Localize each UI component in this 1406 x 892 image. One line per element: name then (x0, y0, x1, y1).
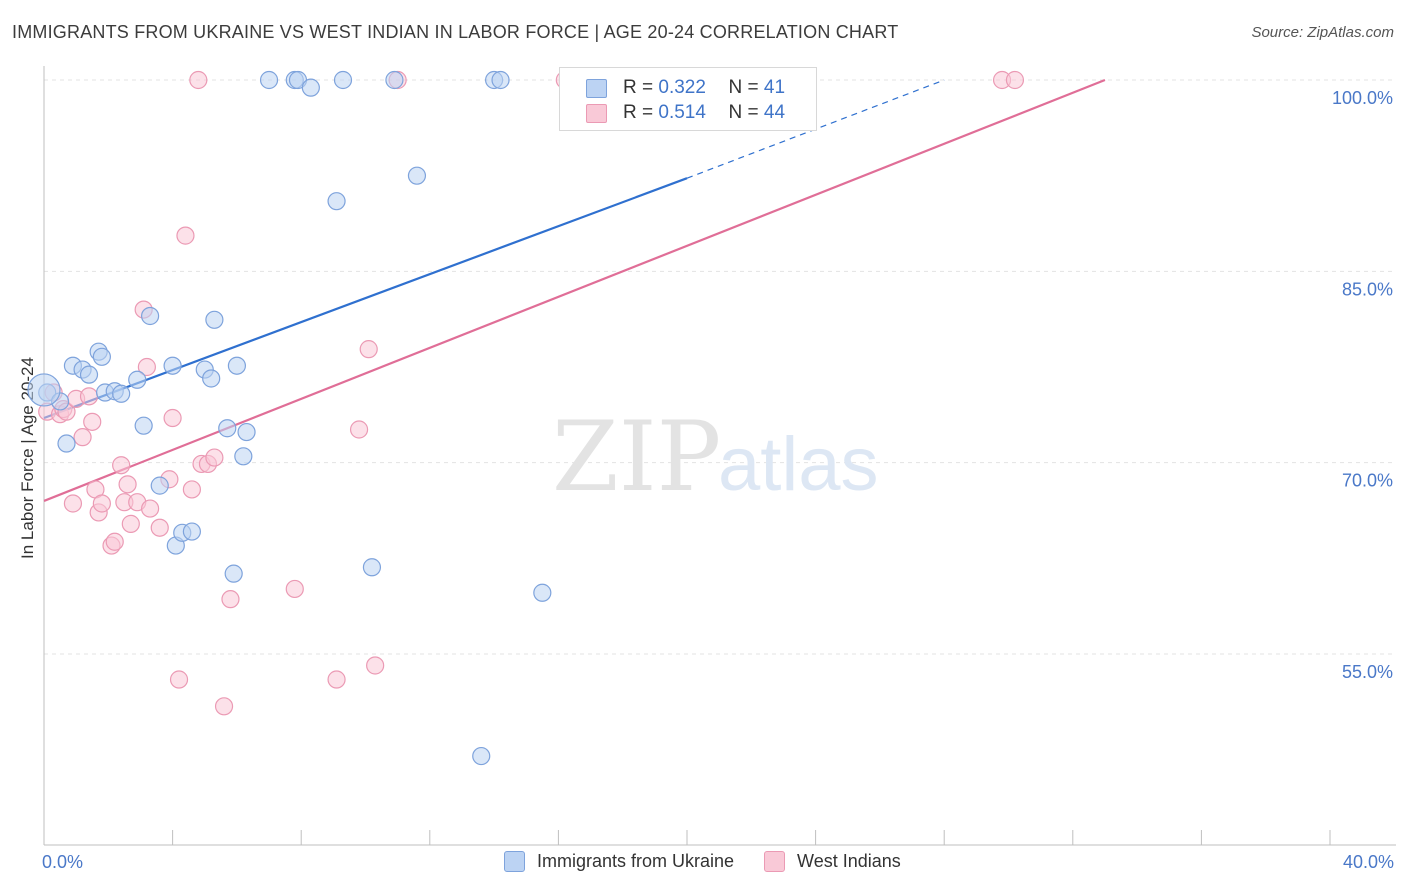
legend-item-ukraine[interactable]: Immigrants from Ukraine (504, 851, 734, 872)
point-west-indians (359, 340, 378, 359)
point-ukraine (327, 192, 346, 211)
trend-line-ukraine (43, 177, 688, 420)
point-ukraine (150, 476, 169, 495)
legend-label-ukraine: Immigrants from Ukraine (537, 851, 735, 871)
point-west-indians (112, 456, 131, 475)
point-west-indians (79, 387, 99, 406)
point-west-indians (221, 590, 240, 609)
legend-swatch-pink (586, 103, 607, 123)
r-label: R = (623, 77, 654, 98)
x-tick-label-min: 0.0% (42, 852, 84, 872)
point-west-indians (121, 514, 140, 533)
point-ukraine (27, 373, 61, 407)
point-west-indians (150, 518, 169, 537)
y-tick-label: 100.0% (1332, 88, 1393, 108)
point-ukraine (362, 558, 382, 577)
point-west-indians (83, 412, 102, 431)
point-west-indians (92, 494, 111, 513)
axes (43, 66, 1396, 846)
point-ukraine (128, 370, 147, 389)
legend-swatch-blue (504, 851, 525, 872)
n-value: 44 (763, 102, 786, 123)
point-ukraine (112, 384, 131, 403)
point-ukraine (227, 356, 246, 375)
watermark-atlas: atlas (718, 422, 879, 507)
y-tick-label: 85.0% (1342, 279, 1393, 299)
point-ukraine (182, 522, 201, 541)
point-west-indians (182, 480, 201, 499)
point-west-indians (349, 420, 369, 439)
legend-swatch-pink (764, 851, 786, 872)
point-ukraine (79, 365, 99, 384)
y-tick-label: 55.0% (1342, 662, 1393, 682)
point-ukraine (533, 583, 552, 602)
point-ukraine (333, 70, 353, 90)
point-ukraine (407, 166, 427, 185)
point-west-indians (73, 428, 92, 447)
point-ukraine (472, 746, 491, 766)
point-west-indians (137, 357, 156, 377)
stats-legend-row-west-indians: R = 0.514 N = 44 (586, 101, 785, 125)
point-west-indians (285, 579, 304, 599)
point-ukraine (234, 447, 253, 466)
watermark-zip: ZIP (552, 401, 721, 513)
point-ukraine (259, 70, 279, 90)
point-west-indians (366, 656, 385, 675)
point-west-indians (118, 475, 137, 494)
point-west-indians (163, 408, 182, 428)
y-tick-labels: 55.0% 70.0% 85.0% 100.0% (1332, 88, 1393, 682)
point-ukraine (218, 419, 237, 438)
n-label: N = (728, 77, 759, 98)
point-ukraine (224, 564, 243, 583)
point-west-indians (176, 226, 195, 245)
point-ukraine (491, 70, 510, 90)
legend-swatch-blue (586, 78, 607, 98)
point-west-indians (140, 499, 160, 518)
point-ukraine (202, 369, 221, 388)
x-tick-label-max: 40.0% (1342, 852, 1394, 872)
point-ukraine (92, 347, 111, 366)
data-points (27, 70, 1025, 766)
source-credit: Source: ZipAtlas.com (1251, 24, 1394, 41)
point-ukraine (237, 422, 256, 442)
point-ukraine (205, 310, 224, 329)
r-value: 0.514 (658, 102, 706, 123)
r-label: R = (623, 102, 654, 123)
chart-title: IMMIGRANTS FROM UKRAINE VS WEST INDIAN I… (12, 22, 899, 42)
point-ukraine (140, 306, 160, 326)
r-value: 0.322 (658, 77, 706, 98)
point-ukraine (385, 70, 404, 90)
point-west-indians (214, 697, 234, 716)
point-west-indians (105, 532, 124, 551)
point-west-indians (205, 448, 224, 467)
n-label: N = (728, 102, 759, 123)
point-ukraine (57, 434, 76, 453)
legend-label-west-indians: West Indians (797, 851, 901, 871)
legend-item-west-indians[interactable]: West Indians (764, 851, 901, 872)
point-ukraine (134, 416, 153, 435)
point-west-indians (1005, 70, 1025, 90)
y-tick-label: 70.0% (1342, 471, 1393, 491)
point-west-indians (169, 670, 189, 689)
stats-legend-row-ukraine: R = 0.322 N = 41 (586, 76, 785, 100)
point-ukraine (301, 78, 320, 97)
series-legend: Immigrants from Ukraine West Indians (504, 851, 931, 872)
point-west-indians (63, 494, 83, 513)
point-ukraine (163, 356, 182, 375)
stats-legend: R = 0.322 N = 41 R = 0.514 N = 44 (559, 67, 817, 131)
point-west-indians (189, 70, 208, 90)
point-west-indians (327, 670, 346, 689)
n-value: 41 (763, 77, 786, 98)
